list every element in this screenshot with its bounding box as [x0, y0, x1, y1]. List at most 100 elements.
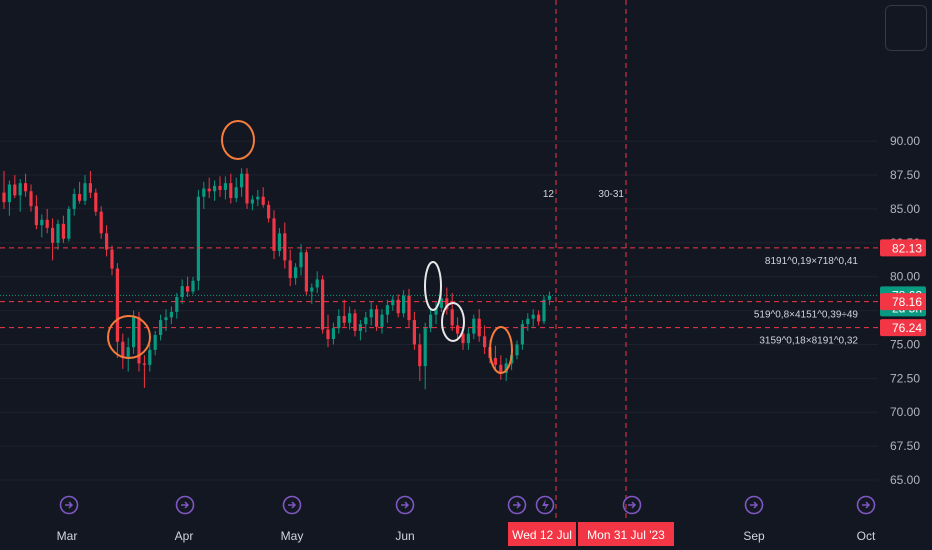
candle-body [61, 223, 65, 239]
candle-body [445, 298, 449, 310]
candle-body [272, 218, 276, 251]
event-icon[interactable] [622, 495, 642, 515]
candle [213, 180, 217, 201]
candle [294, 263, 298, 285]
x-tick-label: May [281, 529, 304, 543]
candle-body [531, 314, 535, 319]
candle-body [186, 286, 190, 292]
candle-body [159, 320, 163, 335]
candle-body [288, 260, 292, 279]
annotation-circle[interactable] [424, 261, 442, 311]
candle-body [88, 183, 92, 193]
candle-body [267, 204, 271, 219]
candle [310, 283, 314, 304]
candle-body [547, 295, 551, 300]
candle [223, 176, 227, 200]
event-icon-ring [395, 495, 415, 515]
candle [110, 245, 114, 276]
candle [299, 244, 303, 276]
price-tag-bg [880, 239, 926, 257]
candle-body [94, 192, 98, 212]
event-icon[interactable] [59, 495, 79, 515]
event-icon-ring [175, 495, 195, 515]
candle-body [429, 314, 433, 329]
candle [153, 330, 157, 356]
candle [423, 322, 427, 390]
candle-body [24, 183, 28, 192]
lightning-icon[interactable] [535, 495, 555, 515]
candle [29, 184, 33, 212]
event-icon[interactable] [175, 495, 195, 515]
candle [256, 189, 260, 207]
candle [18, 179, 22, 212]
candle [472, 314, 476, 340]
candle [78, 181, 82, 204]
candle-body [315, 279, 319, 288]
candle-body [105, 233, 109, 250]
candle-body [153, 334, 157, 350]
candle [369, 301, 373, 326]
candle [61, 215, 65, 243]
candle [321, 275, 325, 334]
candle-body [304, 252, 308, 292]
candle-body [369, 309, 373, 318]
candle [364, 311, 368, 333]
candle-body [434, 307, 438, 315]
candle [499, 355, 503, 380]
candle [180, 279, 184, 304]
candle-body [456, 325, 460, 334]
candle-body [483, 336, 487, 348]
candle [51, 218, 55, 261]
candle [99, 206, 103, 239]
candle [277, 227, 281, 257]
candle [547, 291, 551, 306]
candle-body [375, 309, 379, 327]
y-tick-label: 87.50 [890, 168, 920, 182]
candle [515, 340, 519, 360]
annotation-circle[interactable] [107, 315, 151, 359]
event-icon-arrow [288, 501, 297, 509]
candle [94, 188, 98, 216]
candle-body [353, 313, 357, 331]
event-icon[interactable] [744, 495, 764, 515]
date-tag-label: Wed 12 Jul [512, 528, 572, 542]
candle [186, 276, 190, 298]
candle-body [110, 249, 114, 269]
annotation-circle[interactable] [489, 326, 513, 374]
candle [456, 317, 460, 340]
event-icon[interactable] [856, 495, 876, 515]
candle-body [234, 187, 238, 199]
annotation-circle[interactable] [221, 120, 255, 160]
candle-body [45, 219, 49, 228]
candle-body [180, 286, 184, 298]
candle-body [229, 183, 233, 199]
candle-body [207, 188, 211, 192]
event-icon-ring [622, 495, 642, 515]
event-icon[interactable] [282, 495, 302, 515]
candle-body [542, 299, 546, 322]
chart-settings-button[interactable] [885, 5, 927, 51]
candle [191, 276, 195, 295]
price-tag-label: 78.16 [892, 295, 922, 309]
candle [380, 309, 384, 334]
event-icon[interactable] [507, 495, 527, 515]
annotation-circle[interactable] [441, 302, 465, 342]
candle [132, 310, 136, 354]
candle [250, 195, 254, 211]
date-tag-label: Mon 31 Jul '23 [587, 528, 665, 542]
event-icon-arrow [628, 501, 637, 509]
vertical-marker-label: 30-31 [598, 189, 624, 200]
candle [159, 314, 163, 341]
candle-body [321, 279, 325, 330]
event-icon[interactable] [395, 495, 415, 515]
candle [304, 249, 308, 296]
candle [531, 309, 535, 327]
candle [466, 328, 470, 350]
candle-body [402, 295, 406, 314]
candle [67, 206, 71, 242]
y-tick-label: 80.00 [890, 270, 920, 284]
candle [148, 344, 152, 372]
candle [24, 173, 28, 197]
candle-body [148, 349, 152, 365]
